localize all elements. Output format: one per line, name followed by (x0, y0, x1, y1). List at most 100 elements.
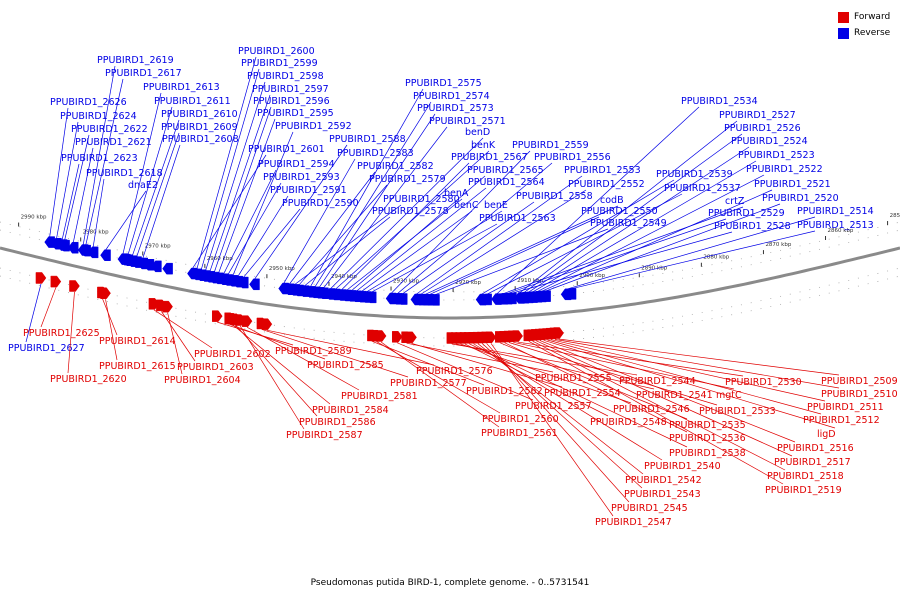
forward-leader-line (532, 340, 786, 471)
forward-gene-arrow (406, 331, 417, 344)
forward-gene-label: PPUBIRD1_2625 (23, 328, 100, 339)
reverse-gene-label: PPUBIRD1_2574 (413, 91, 490, 102)
forward-gene-label: PPUBIRD1_2581 (341, 391, 418, 402)
reverse-leader-line (536, 174, 765, 293)
reverse-gene-label: PPUBIRD1_2592 (275, 121, 352, 132)
forward-leader-line (547, 339, 822, 415)
forward-leader-line (543, 339, 836, 429)
forward-gene-label: PPUBIRD1_2548 (590, 417, 667, 428)
reverse-gene-arrow (491, 293, 502, 305)
reverse-gene-label: PPUBIRD1_2522 (746, 164, 823, 175)
reverse-leader-line (196, 56, 257, 270)
reverse-leader-line (351, 175, 486, 292)
reverse-leader-line (72, 147, 94, 243)
reverse-gene-label: PPUBIRD1_2563 (479, 213, 556, 224)
reverse-leader-line (532, 160, 757, 293)
forward-gene-label: PPUBIRD1_2544 (619, 376, 696, 387)
forward-gene-label: PPUBIRD1_2604 (164, 375, 241, 386)
reverse-gene-arrow (100, 249, 111, 261)
forward-gene-arrow (241, 315, 253, 327)
reverse-gene-label: PPUBIRD1_2597 (252, 84, 329, 95)
reverse-leader-line (390, 150, 531, 294)
reverse-leader-line (127, 106, 173, 256)
forward-gene-arrow (523, 329, 535, 342)
forward-gene-label: PPUBIRD1_2517 (774, 457, 851, 468)
forward-leader-line (67, 291, 75, 374)
reverse-gene-label: PPUBIRD1_2552 (568, 179, 645, 190)
reverse-gene-label: PPUBIRD1_2564 (468, 177, 545, 188)
reverse-gene-label: PPUBIRD1_2600 (238, 46, 315, 57)
reverse-leader-line (49, 107, 69, 238)
reverse-leader-line (511, 231, 733, 294)
reverse-gene-arrow (429, 294, 440, 306)
forward-gene-arrow (512, 330, 523, 342)
forward-gene-label: ligD (817, 429, 836, 440)
forward-gene-label: PPUBIRD1_2561 (481, 428, 558, 439)
forward-gene-label: PPUBIRD1_2546 (613, 404, 690, 415)
reverse-gene-arrow (162, 262, 173, 275)
forward-gene-label: PPUBIRD1_2585 (307, 360, 384, 371)
forward-swatch (838, 11, 849, 23)
reverse-gene-label: PPUBIRD1_2609 (161, 122, 238, 133)
reverse-leader-line (283, 158, 356, 284)
reverse-gene-arrow (143, 259, 155, 271)
forward-gene-arrow (35, 272, 47, 284)
reverse-gene-arrow (56, 239, 68, 251)
reverse-leader-line (56, 121, 79, 239)
reverse-gene-label: PPUBIRD1_2579 (369, 174, 446, 185)
reverse-leader-line (334, 150, 490, 290)
forward-gene-label: PPUBIRD1_2620 (50, 374, 127, 385)
reverse-gene-arrow (222, 274, 234, 286)
forward-gene-label: PPUBIRD1_2557 (515, 401, 592, 412)
forward-gene-label: PPUBIRD1_2518 (767, 471, 844, 482)
reverse-leader-line (232, 131, 294, 276)
reverse-gene-label: PPUBIRD1_2610 (161, 109, 238, 120)
forward-leader-line (397, 342, 534, 401)
forward-gene-label: PPUBIRD1_2511 (807, 402, 884, 413)
forward-gene-label: PPUBIRD1_2530 (725, 377, 802, 388)
reverse-gene-label: PPUBIRD1_2611 (154, 96, 231, 107)
reverse-gene-label: PPUBIRD1_2553 (564, 165, 641, 176)
forward-gene-label: PPUBIRD1_2577 (390, 378, 467, 389)
forward-leader-line (456, 343, 655, 390)
reverse-gene-label: PPUBIRD1_2556 (534, 152, 611, 163)
forward-leader-line (517, 341, 744, 377)
forward-leader-line (460, 343, 632, 404)
forward-leader-line (554, 339, 840, 389)
reverse-gene-label: PPUBIRD1_2528 (714, 221, 791, 232)
forward-leader-line (482, 343, 643, 489)
reverse-gene-label: PPUBIRD1_2591 (270, 185, 347, 196)
reverse-gene-label: PPUBIRD1_2534 (681, 96, 758, 107)
reverse-leader-line (415, 175, 583, 295)
reverse-gene-arrow (481, 293, 492, 306)
reverse-gene-label: PPUBIRD1_2558 (516, 191, 593, 202)
reverse-gene-arrow (187, 267, 198, 280)
reverse-leader-line (105, 190, 147, 251)
reverse-leader-line (82, 65, 116, 246)
forward-gene-label: PPUBIRD1_2538 (669, 448, 746, 459)
reverse-gene-label: PPUBIRD1_2520 (762, 193, 839, 204)
reverse-leader-line (486, 193, 683, 295)
forward-leader-line (239, 325, 305, 430)
forward-leader-line (469, 343, 688, 448)
reverse-leader-line (209, 94, 271, 272)
reverse-gene-arrow (365, 291, 377, 304)
reverse-gene-label: PPUBIRD1_2537 (664, 183, 741, 194)
forward-gene-label: PPUBIRD1_2533 (699, 406, 776, 417)
reverse-gene-label: PPUBIRD1_2513 (797, 220, 874, 231)
forward-leader-line (167, 312, 183, 375)
reverse-leader-line (227, 182, 282, 276)
reverse-gene-label: benD (465, 127, 490, 138)
forward-gene-label: PPUBIRD1_2602 (194, 349, 271, 360)
reverse-gene-label: PPUBIRD1_2619 (97, 55, 174, 66)
reverse-gene-label: PPUBIRD1_2590 (282, 198, 359, 209)
forward-gene-arrow (100, 287, 111, 299)
forward-gene-label: PPUBIRD1_2589 (275, 346, 352, 357)
forward-gene-label: PPUBIRD1_2614 (99, 336, 176, 347)
reverse-leader-line (122, 92, 162, 255)
reverse-gene-label: PPUBIRD1_2580 (383, 194, 460, 205)
reverse-gene-label: PPUBIRD1_2626 (50, 97, 127, 108)
forward-gene-arrow (211, 310, 223, 322)
forward-leader-line (558, 338, 840, 376)
